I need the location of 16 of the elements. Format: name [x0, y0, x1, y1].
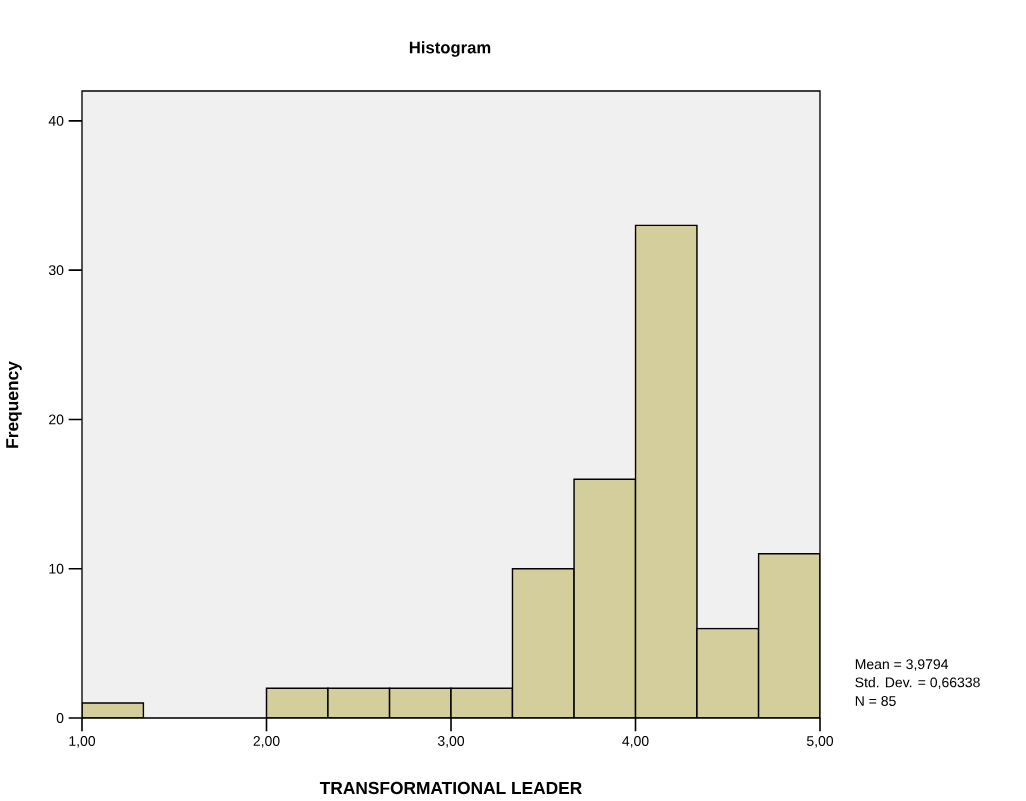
chart-title: Histogram — [409, 41, 491, 57]
x-tick-label: 2,00 — [253, 736, 280, 748]
text: Mean = 3,9794 — [855, 659, 949, 671]
y-tick-label: 30 — [48, 265, 64, 276]
x-tick-label: 4,00 — [622, 736, 649, 748]
x-tick-label: 5,00 — [806, 736, 834, 748]
text: N = 85 — [855, 696, 896, 706]
y-tick-label: 10 — [49, 563, 64, 574]
text: Std. Dev. = 0,66338 — [855, 677, 980, 689]
x-axis-title: TRANSFORMATIONAL LEADER — [319, 781, 582, 795]
y-tick-label: 0 — [56, 713, 64, 723]
y-axis-title: Frequency — [6, 361, 22, 448]
y-tick-label: 40 — [48, 115, 64, 126]
y-tick-label: 20 — [49, 414, 64, 425]
x-tick-label: 1,00 — [69, 736, 96, 748]
x-tick-label: 3,00 — [437, 736, 465, 748]
